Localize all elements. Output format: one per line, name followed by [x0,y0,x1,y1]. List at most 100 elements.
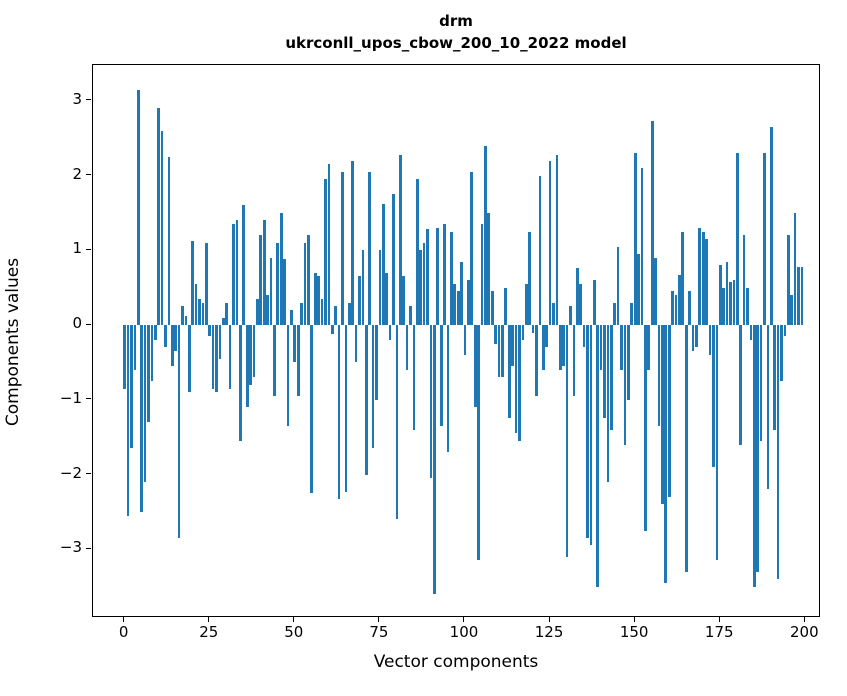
bar [446,325,450,453]
bar [273,325,276,397]
bar [344,325,348,492]
bar [170,325,174,367]
bar [511,325,514,367]
bar [650,121,654,326]
bar [518,325,521,441]
bar [368,171,372,326]
bar [303,242,307,326]
x-tick-label: 125 [534,623,564,641]
bar [657,325,661,426]
x-tick-mark [803,617,805,622]
bar [143,325,147,482]
x-tick-label: 200 [790,623,819,641]
y-tick-label: 1 [72,239,82,258]
bar [575,268,579,326]
y-tick-label: 2 [72,164,82,183]
bar [586,325,589,539]
y-tick-label: 0 [72,314,82,333]
bar [157,108,161,326]
bar [211,325,215,389]
bar [147,325,150,423]
bar [222,317,225,326]
bar [684,325,688,572]
bar [579,283,583,326]
chart-title: drm ukrconll_upos_cbow_200_10_2022 model [92,10,820,54]
x-tick-label: 50 [284,623,304,641]
bar [599,325,603,370]
x-axis-label: Vector components [373,652,539,672]
y-tick-label: −3 [59,538,82,557]
bar [497,325,501,378]
bar [409,306,412,326]
bar [698,227,702,326]
bar [569,306,572,326]
bar [528,231,531,326]
bar [187,325,191,393]
bar [133,325,137,370]
bar [773,325,777,430]
bar [603,325,606,419]
x-tick-mark [123,617,125,622]
bar [330,325,334,334]
bar [361,250,365,326]
bar [514,325,518,434]
x-tick-mark [293,617,295,622]
bar [191,241,195,326]
x-tick-label: 0 [118,623,129,641]
bar [242,205,246,326]
bar [460,261,463,326]
bar [422,242,426,326]
bar [204,242,208,326]
bar [181,306,184,326]
bar [351,160,355,326]
bar [201,302,205,326]
bar [548,160,552,326]
bar [756,325,760,572]
bar [766,325,770,490]
x-tick-mark [463,617,465,622]
bar [269,257,273,326]
bar [681,231,685,326]
bar [371,325,375,449]
x-tick-label: 150 [619,623,649,641]
bar [419,250,423,326]
bar [735,153,739,326]
x-tick-label: 75 [369,623,389,641]
y-tick-mark [86,547,91,549]
bar [293,325,297,363]
bar [630,302,634,326]
bar [667,325,671,497]
bar [545,325,549,348]
bar [252,325,256,378]
plot-area [92,64,820,617]
bar [480,224,484,326]
bar [637,254,640,326]
x-tick-mark [208,617,210,622]
bar [402,276,406,326]
bar [589,325,593,546]
bar [358,276,361,326]
bar [208,325,212,337]
bar [262,220,266,326]
bar [126,325,130,516]
bar [140,325,143,512]
bar [392,194,395,326]
bar [467,280,470,326]
bar [426,229,429,326]
bar [290,310,293,326]
bar [436,227,440,326]
bar [215,325,218,393]
bar [347,302,351,326]
bar [732,280,736,326]
bar [218,325,222,359]
bar [429,325,433,479]
bar [433,325,436,595]
bar [484,145,487,326]
x-tick-mark [633,617,635,622]
bar [320,298,324,326]
bar [354,325,358,363]
bar [324,179,327,326]
bar [678,274,681,326]
bar [296,325,300,397]
bar [712,325,715,468]
